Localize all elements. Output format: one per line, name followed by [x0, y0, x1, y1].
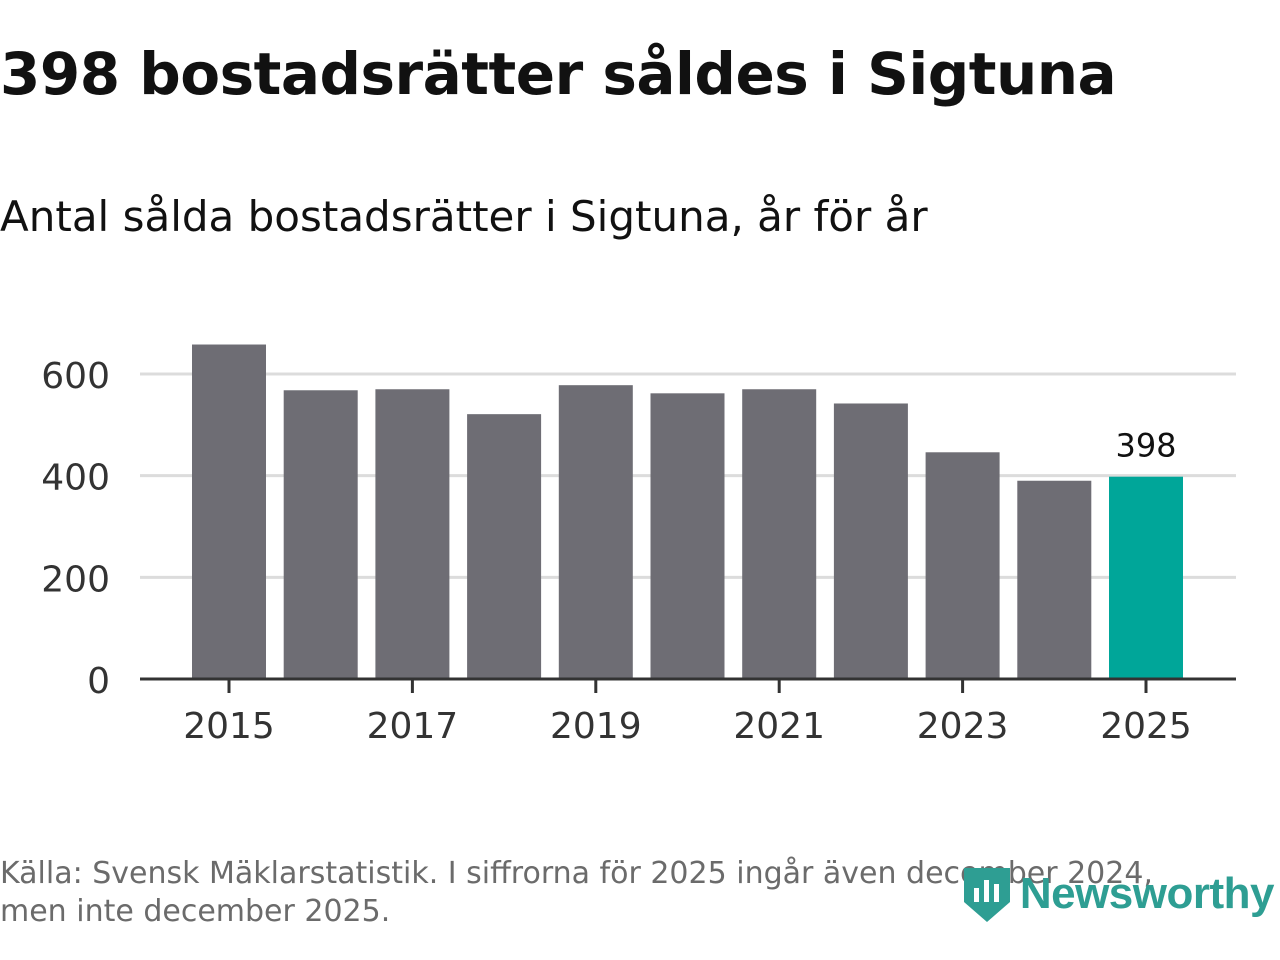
bar-2020 — [650, 393, 725, 679]
bar-2024 — [1017, 480, 1092, 679]
y-tick-label-600: 600 — [41, 356, 110, 397]
y-tick-label-0: 0 — [87, 661, 110, 702]
bar-2018 — [467, 414, 542, 679]
y-tick-label-200: 200 — [41, 559, 110, 600]
newsworthy-logo: Newsworthy — [960, 862, 1275, 926]
bars — [192, 344, 1183, 679]
chart-title: 398 bostadsrätter såldes i Sigtuna — [0, 40, 1117, 108]
bar-2016 — [283, 390, 358, 679]
axes: 0 200 400 600 398 2015 2017 2019 2021 2023 2025 — [41, 356, 1236, 747]
bar-2017 — [375, 389, 450, 679]
source-line-2: men inte december 2025. — [0, 894, 391, 929]
newsworthy-logo-text: Newsworthy — [1019, 869, 1275, 918]
data-label-2025: 398 — [1115, 427, 1176, 465]
bar-2022 — [833, 403, 908, 679]
bar-2025 — [1109, 476, 1183, 679]
x-tick-label-2025: 2025 — [1100, 706, 1192, 747]
chart-subtitle: Antal sålda bostadsrätter i Sigtuna, år … — [0, 192, 928, 241]
x-tick-label-2017: 2017 — [367, 706, 459, 747]
x-tick-label-2023: 2023 — [917, 706, 1009, 747]
source-line-1: Källa: Svensk Mäklarstatistik. I siffror… — [0, 856, 1153, 891]
source-note: Källa: Svensk Mäklarstatistik. I siffror… — [0, 855, 1210, 931]
bar-2023 — [925, 452, 1000, 679]
bar-2019 — [558, 385, 633, 679]
newsworthy-logo-icon — [963, 868, 1010, 922]
x-tick-label-2019: 2019 — [550, 706, 642, 747]
y-tick-label-400: 400 — [41, 458, 110, 499]
bar-2015 — [192, 344, 266, 679]
x-tick-label-2021: 2021 — [733, 706, 825, 747]
x-tick-label-2015: 2015 — [183, 706, 275, 747]
bar-2021 — [742, 389, 817, 679]
bar-chart: 0 200 400 600 398 2015 2017 2019 2021 2023 2025 — [41, 344, 1236, 747]
